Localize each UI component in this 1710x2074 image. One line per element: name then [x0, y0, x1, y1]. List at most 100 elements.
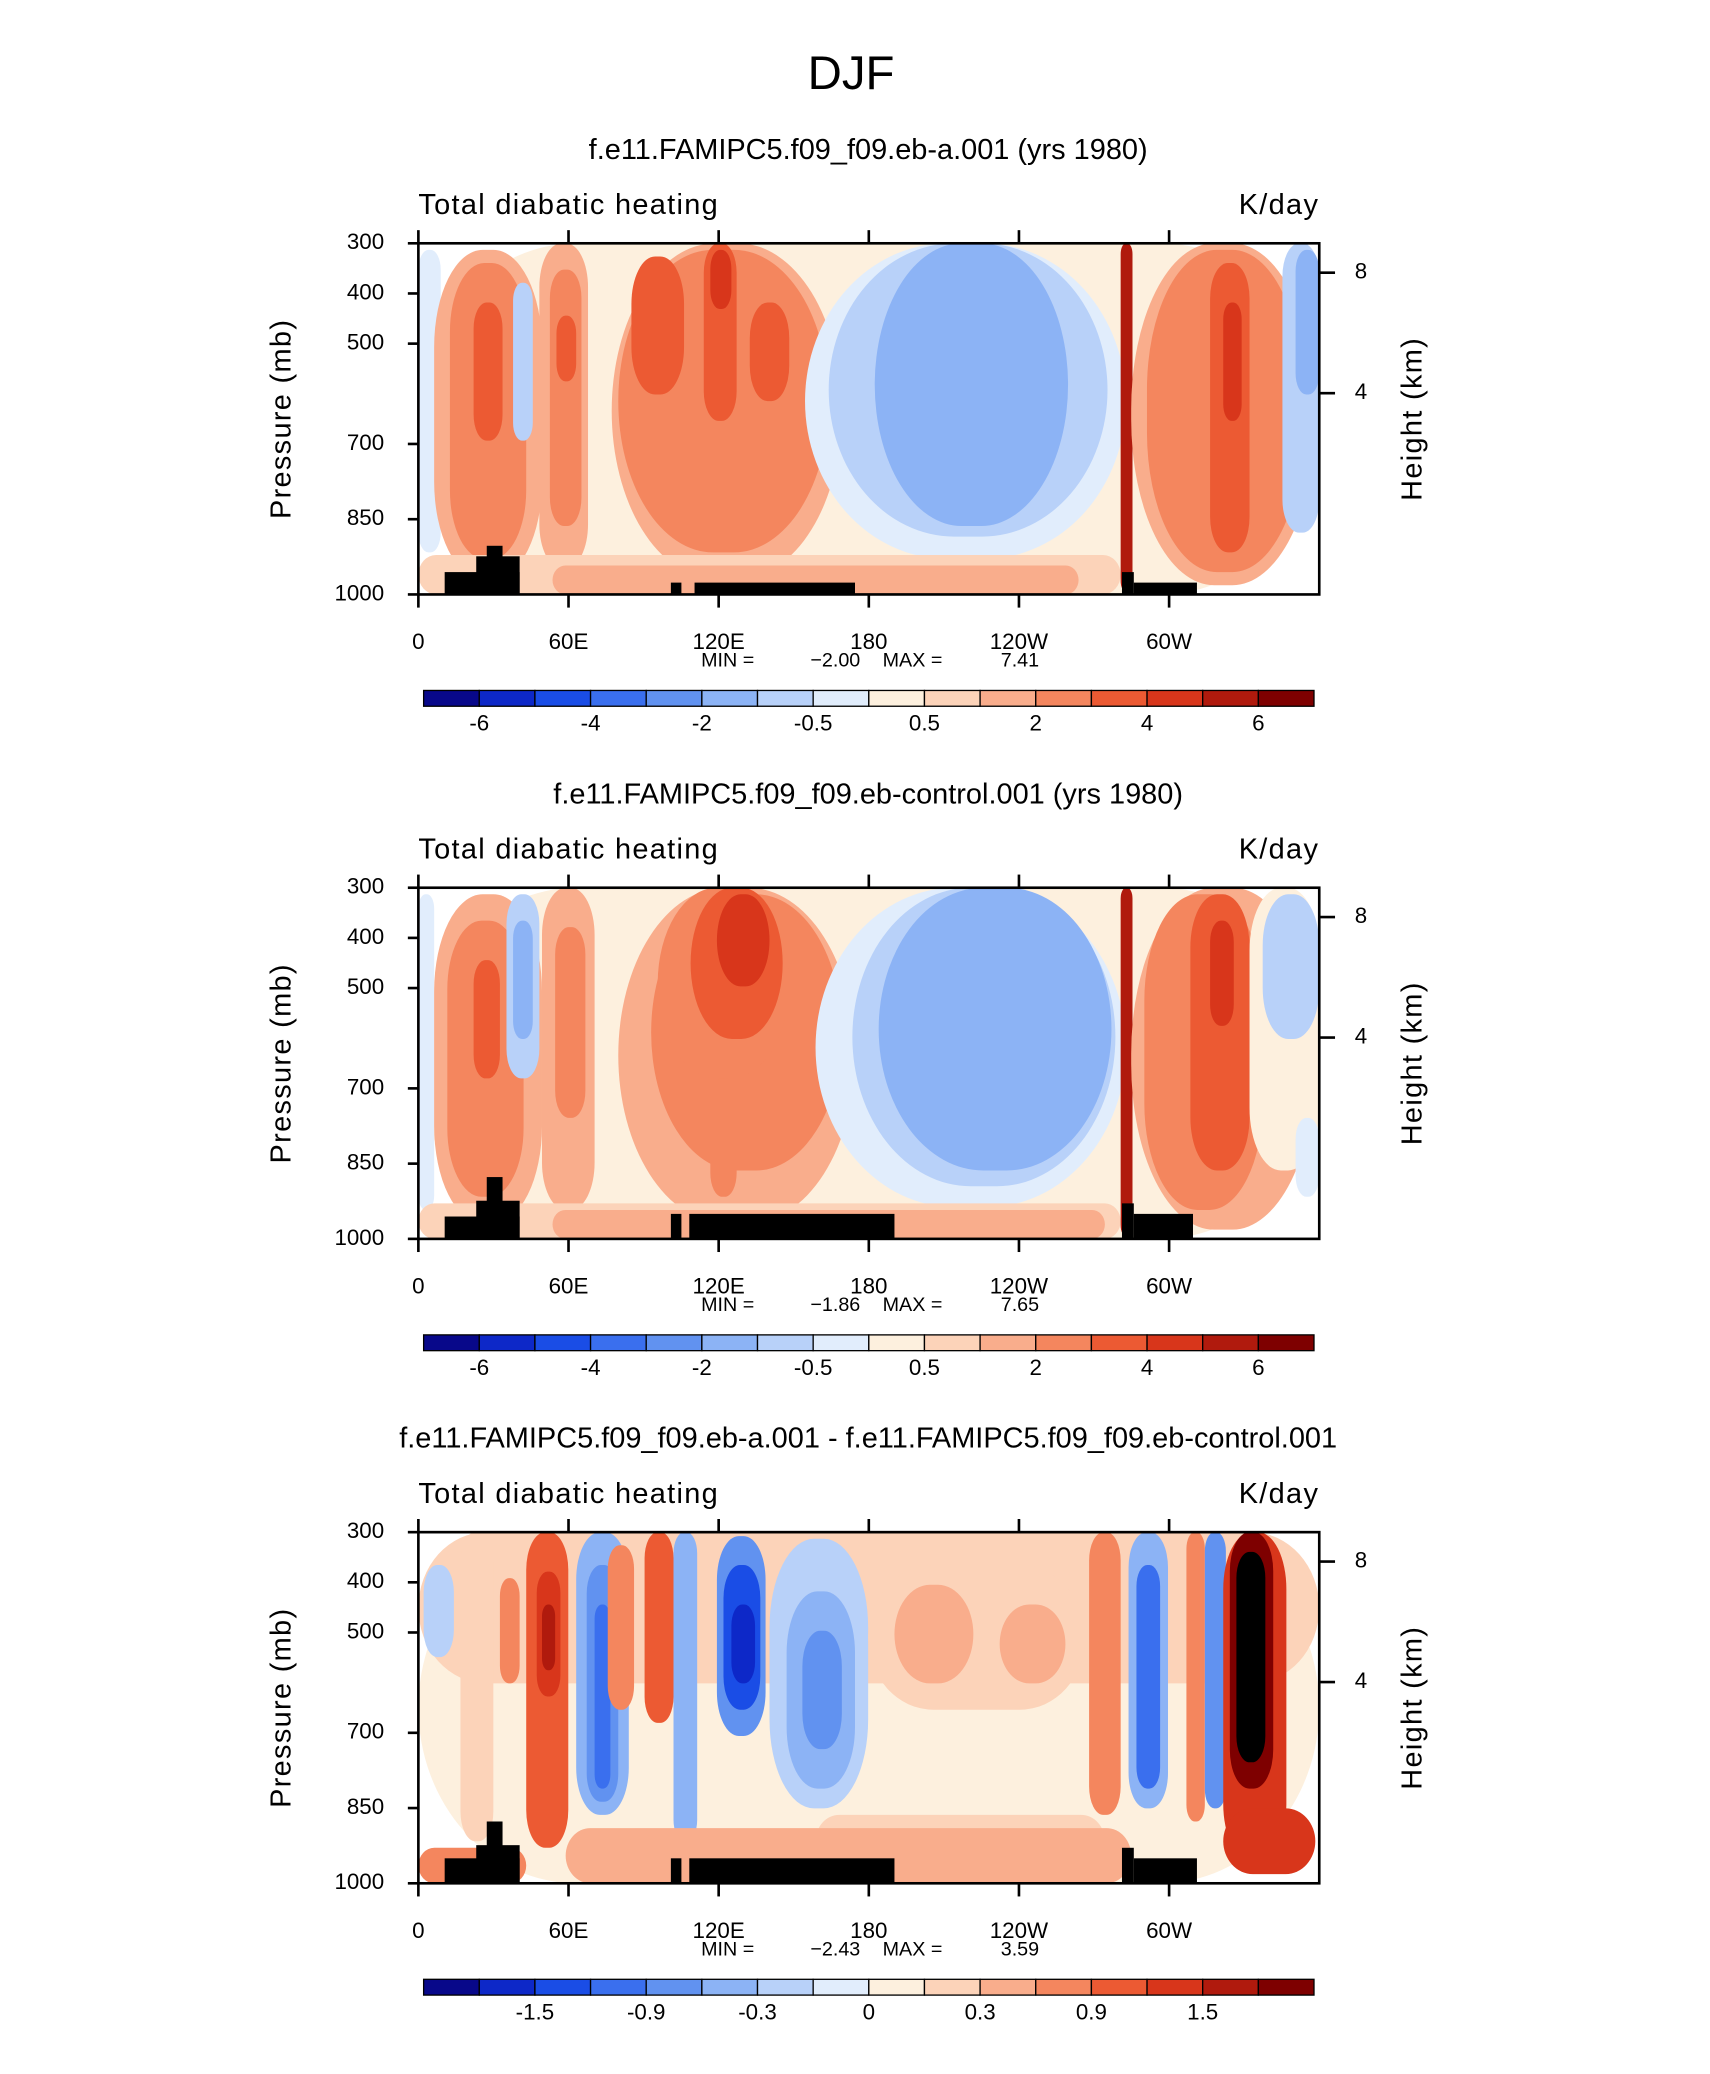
contour-fill: [418, 894, 435, 1210]
topography: [1121, 572, 1134, 595]
y-tick-label: 700: [347, 1074, 384, 1099]
colorbar-label: -4: [581, 711, 601, 736]
topography: [486, 1821, 503, 1884]
contour-fill: [423, 1565, 454, 1658]
contour-fill: [1295, 249, 1320, 395]
colorbar-box: [1035, 1334, 1093, 1352]
colorbar-box: [923, 1978, 981, 1996]
colorbar-box: [1035, 689, 1093, 707]
topography: [670, 582, 682, 595]
y-tick-label: 300: [347, 874, 384, 899]
contour-fill: [1223, 1808, 1316, 1875]
x-tick-label: 0: [412, 1273, 424, 1298]
contour-field: [418, 1532, 1320, 1884]
x-tick-label: 60E: [549, 629, 589, 654]
max-value: 7.65: [1001, 1294, 1039, 1316]
contour-fill: [541, 1604, 556, 1671]
contour-fill: [1136, 1565, 1161, 1789]
colorbar-label: -2: [692, 711, 712, 736]
contour-fill: [1089, 1532, 1121, 1815]
colorbar-box: [1202, 1978, 1259, 1996]
y-tick-label: 500: [347, 330, 384, 355]
topography: [1133, 1858, 1197, 1884]
min-value: −1.86: [810, 1294, 860, 1316]
contour-field: [418, 243, 1320, 595]
colorbar-box: [756, 1978, 814, 1996]
panel-title: f.e11.FAMIPC5.f09_f09.eb-control.001 (yr…: [553, 778, 1183, 810]
contour-fill: [556, 315, 577, 382]
contour-fill: [1223, 302, 1242, 421]
colorbar-box: [868, 689, 926, 707]
colorbar-box: [1090, 689, 1148, 707]
contour-fill: [1236, 1551, 1266, 1763]
colorbar-box: [1257, 1978, 1315, 1996]
colorbar-box: [923, 689, 981, 707]
x-tick-label: 180: [850, 629, 887, 654]
contour-fill: [460, 1532, 494, 1842]
colorbar-box: [812, 689, 870, 707]
right-label: K/day: [1239, 189, 1320, 221]
contour-fill: [731, 1604, 756, 1684]
x-tick-label: 120W: [990, 1918, 1049, 1943]
colorbar-label: 1.5: [1187, 1999, 1218, 2024]
contour-fill: [1186, 1532, 1205, 1822]
contour-fill: [878, 887, 1112, 1171]
topography: [1121, 1203, 1134, 1239]
x-tick-label: 120E: [693, 1918, 745, 1943]
y-tick-label: 400: [347, 1568, 384, 1593]
topography: [670, 1213, 682, 1239]
colorbar-box: [756, 689, 814, 707]
colorbar-label: -0.5: [794, 711, 833, 736]
y2-tick-label: 4: [1355, 379, 1367, 404]
left-label: Total diabatic heating: [418, 189, 719, 221]
topography: [486, 1177, 503, 1239]
colorbar-box: [1090, 1978, 1148, 1996]
y2-axis-label: Height (km): [1397, 981, 1429, 1145]
colorbar-box: [422, 1334, 480, 1352]
x-tick-label: 120W: [990, 629, 1049, 654]
panel: f.e11.FAMIPC5.f09_f09.eb-a.001 - f.e11.F…: [266, 1423, 1429, 2025]
colorbar-label: -6: [469, 711, 489, 736]
colorbar-box: [534, 1978, 592, 1996]
contour-fill: [552, 565, 1079, 595]
contour-fill: [555, 927, 586, 1118]
colorbar-box: [1257, 689, 1315, 707]
topography: [670, 1858, 682, 1884]
y-axis-label: Pressure (mb): [266, 1608, 298, 1808]
topography: [1133, 582, 1197, 595]
y2-axis-label: Height (km): [1397, 1626, 1429, 1790]
contour-fill: [473, 960, 500, 1079]
contour-fill: [513, 282, 533, 441]
x-tick-label: 60W: [1146, 1918, 1193, 1943]
colorbar-label: 2: [1030, 1355, 1042, 1380]
contour-fill: [631, 256, 685, 395]
colorbar-box: [589, 1978, 647, 1996]
y-tick-label: 500: [347, 1618, 384, 1643]
colorbar-box: [645, 689, 703, 707]
min-value: −2.00: [810, 650, 860, 672]
colorbar-box: [812, 1978, 870, 1996]
colorbar-box: [1202, 1334, 1259, 1352]
colorbar-box: [1090, 1334, 1148, 1352]
colorbar-box: [645, 1334, 703, 1352]
contour-fill: [716, 894, 770, 987]
colorbar-box: [701, 689, 759, 707]
contour-fill: [1204, 1532, 1226, 1809]
contour-fill: [999, 1604, 1066, 1684]
y-tick-label: 700: [347, 430, 384, 455]
contour-fill: [710, 1078, 737, 1197]
figure-title: DJF: [808, 47, 895, 100]
left-label: Total diabatic heating: [418, 1478, 719, 1510]
colorbar-label: -0.5: [794, 1355, 833, 1380]
right-label: K/day: [1239, 1478, 1320, 1510]
contour-fill: [673, 1532, 698, 1842]
contour-fill: [1120, 243, 1133, 592]
contour-fill: [1262, 894, 1320, 1039]
colorbar-label: 2: [1030, 711, 1042, 736]
y2-tick-label: 8: [1355, 1547, 1367, 1572]
colorbar-label: -0.9: [627, 1999, 666, 2024]
contour-fill: [710, 249, 732, 310]
colorbar-label: 4: [1141, 711, 1153, 736]
